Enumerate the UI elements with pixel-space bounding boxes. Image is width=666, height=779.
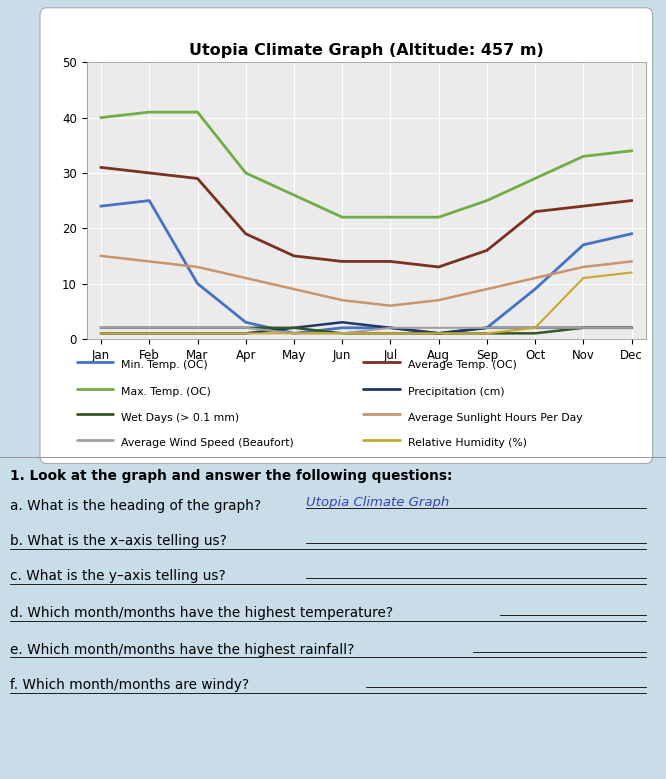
Text: f. Which month/months are windy?: f. Which month/months are windy?: [10, 678, 249, 692]
Text: a. What is the heading of the graph?: a. What is the heading of the graph?: [10, 499, 261, 513]
Text: Min. Temp. (OC): Min. Temp. (OC): [121, 361, 208, 370]
Text: d. Which month/months have the highest temperature?: d. Which month/months have the highest t…: [10, 606, 393, 620]
Text: Wet Days (> 0.1 mm): Wet Days (> 0.1 mm): [121, 413, 239, 422]
Text: 1. Look at the graph and answer the following questions:: 1. Look at the graph and answer the foll…: [10, 469, 452, 483]
Text: Average Wind Speed (Beaufort): Average Wind Speed (Beaufort): [121, 439, 294, 448]
Text: b. What is the x–axis telling us?: b. What is the x–axis telling us?: [10, 534, 227, 548]
Text: Average Sunlight Hours Per Day: Average Sunlight Hours Per Day: [408, 413, 582, 422]
Text: Utopia Climate Graph: Utopia Climate Graph: [306, 496, 450, 509]
Text: Max. Temp. (OC): Max. Temp. (OC): [121, 387, 211, 397]
Title: Utopia Climate Graph (Altitude: 457 m): Utopia Climate Graph (Altitude: 457 m): [189, 44, 543, 58]
Text: Precipitation (cm): Precipitation (cm): [408, 387, 504, 397]
Text: c. What is the y–axis telling us?: c. What is the y–axis telling us?: [10, 569, 226, 583]
Text: Relative Humidity (%): Relative Humidity (%): [408, 439, 527, 448]
Text: Average Temp. (OC): Average Temp. (OC): [408, 361, 516, 370]
Text: e. Which month/months have the highest rainfall?: e. Which month/months have the highest r…: [10, 643, 354, 657]
